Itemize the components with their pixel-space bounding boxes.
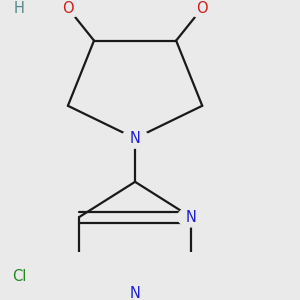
Ellipse shape	[122, 129, 148, 148]
Ellipse shape	[122, 284, 148, 300]
Text: Cl: Cl	[12, 269, 26, 284]
Text: O: O	[62, 1, 74, 16]
Ellipse shape	[178, 207, 205, 227]
Ellipse shape	[7, 0, 32, 17]
Text: N: N	[130, 286, 140, 300]
Text: N: N	[186, 210, 196, 225]
Ellipse shape	[0, 265, 46, 289]
Text: N: N	[130, 131, 140, 146]
Ellipse shape	[189, 0, 216, 18]
Text: O: O	[196, 1, 208, 16]
Ellipse shape	[54, 0, 81, 18]
Text: H: H	[14, 1, 25, 16]
